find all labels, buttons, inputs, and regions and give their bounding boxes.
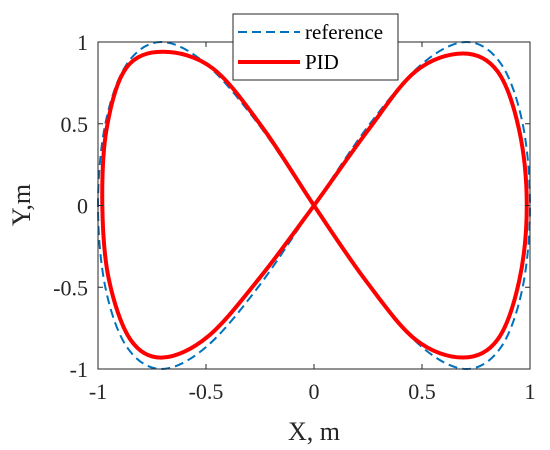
- x-tick-label: -0.5: [189, 379, 224, 404]
- y-axis-label: Y,m: [7, 184, 36, 226]
- y-tick-label: -1: [70, 357, 88, 382]
- ticks-layer: -1 -0.5 0 0.5 1 -1 -0.5 0 0.5 1: [53, 30, 535, 404]
- x-tick-label: 1: [525, 379, 536, 404]
- y-tick-label: 0.5: [61, 112, 89, 137]
- y-tick-label: 1: [77, 30, 88, 55]
- legend-label-reference: reference: [305, 20, 383, 44]
- legend: reference PID: [232, 13, 399, 81]
- x-axis-label: X, m: [288, 417, 340, 446]
- x-tick-label: 0: [309, 379, 320, 404]
- legend-box: [232, 13, 399, 81]
- series-line-pid: [100, 49, 529, 360]
- y-tick-label: 0: [77, 194, 88, 219]
- y-tick-label: -0.5: [53, 275, 88, 300]
- legend-label-pid: PID: [305, 50, 339, 74]
- series-layer: [97, 41, 531, 370]
- x-tick-label: -1: [89, 379, 107, 404]
- x-tick-label: 0.5: [408, 379, 436, 404]
